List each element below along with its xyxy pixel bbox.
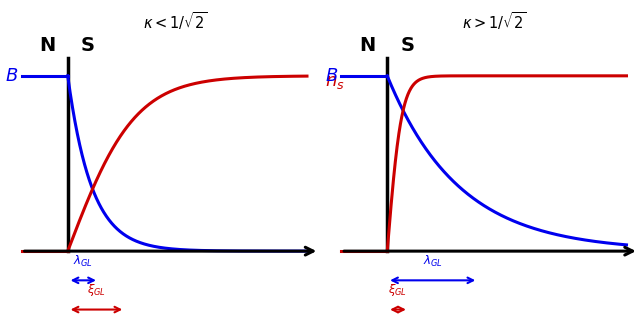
Text: S: S xyxy=(81,37,95,55)
Text: $\lambda_{GL}$: $\lambda_{GL}$ xyxy=(423,254,443,269)
Text: $\xi_{GL}$: $\xi_{GL}$ xyxy=(389,282,408,298)
Text: $\kappa < 1/\sqrt{2}$: $\kappa < 1/\sqrt{2}$ xyxy=(142,10,208,32)
Text: $n_s$: $n_s$ xyxy=(325,73,345,91)
Text: $\xi_{GL}$: $\xi_{GL}$ xyxy=(87,282,106,298)
Text: $B$: $B$ xyxy=(325,67,338,85)
Text: S: S xyxy=(400,37,414,55)
Text: $B$: $B$ xyxy=(5,67,19,85)
Text: N: N xyxy=(40,37,56,55)
Text: N: N xyxy=(359,37,376,55)
Text: $\kappa > 1/\sqrt{2}$: $\kappa > 1/\sqrt{2}$ xyxy=(462,10,527,32)
Text: $\lambda_{GL}$: $\lambda_{GL}$ xyxy=(73,254,93,269)
